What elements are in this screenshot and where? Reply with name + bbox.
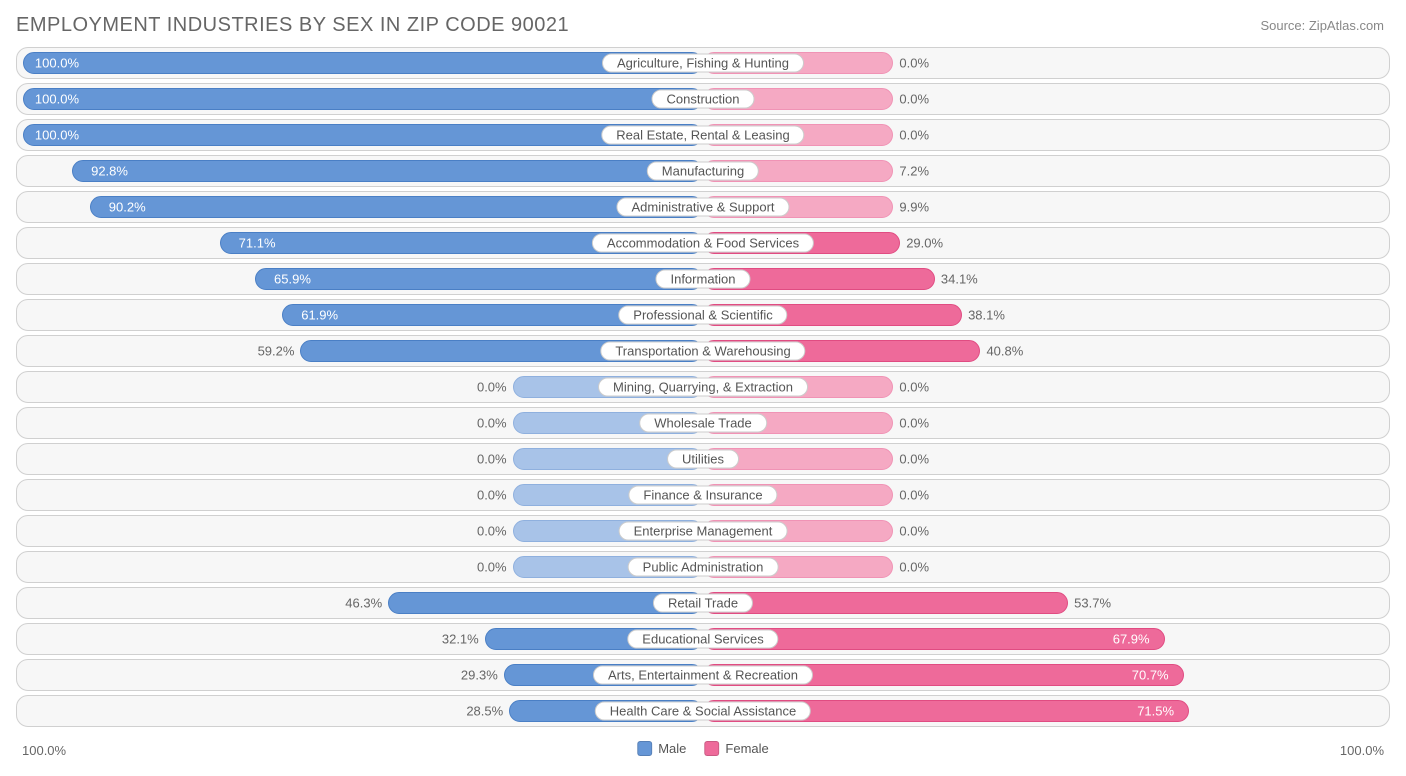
chart-row: 100.0% 0.0% Construction — [16, 83, 1390, 115]
legend-label-female: Female — [725, 741, 768, 756]
axis-label-left: 100.0% — [22, 743, 66, 758]
chart-row: 65.9% 34.1% Information — [16, 263, 1390, 295]
chart-body: 100.0% 0.0% Agriculture, Fishing & Hunting… — [16, 47, 1390, 737]
value-female: 53.7% — [1074, 596, 1111, 611]
value-female: 40.8% — [986, 344, 1023, 359]
value-female: 70.7% — [1132, 668, 1169, 683]
chart-row: 32.1% 67.9% Educational Services — [16, 623, 1390, 655]
value-female: 0.0% — [899, 128, 929, 143]
chart-row: 71.1% 29.0% Accommodation & Food Services — [16, 227, 1390, 259]
value-male: 100.0% — [35, 56, 79, 71]
value-male: 0.0% — [477, 452, 507, 467]
value-male: 61.9% — [301, 308, 338, 323]
row-label: Manufacturing — [647, 162, 759, 181]
chart-row: 0.0% 0.0% Finance & Insurance — [16, 479, 1390, 511]
chart-source: Source: ZipAtlas.com — [1260, 14, 1390, 33]
value-female: 0.0% — [899, 524, 929, 539]
row-label: Transportation & Warehousing — [600, 342, 805, 361]
bar-female — [703, 592, 1068, 614]
row-label: Public Administration — [628, 558, 779, 577]
legend-item-male: Male — [637, 741, 686, 756]
row-label: Professional & Scientific — [618, 306, 787, 325]
chart-row: 90.2% 9.9% Administrative & Support — [16, 191, 1390, 223]
chart-row: 92.8% 7.2% Manufacturing — [16, 155, 1390, 187]
legend-swatch-male — [637, 741, 652, 756]
legend-label-male: Male — [658, 741, 686, 756]
value-male: 29.3% — [461, 668, 498, 683]
chart-row: 46.3% 53.7% Retail Trade — [16, 587, 1390, 619]
row-label: Educational Services — [627, 630, 778, 649]
value-male: 59.2% — [258, 344, 295, 359]
value-male: 90.2% — [109, 200, 146, 215]
row-label: Finance & Insurance — [628, 486, 777, 505]
row-label: Utilities — [667, 450, 739, 469]
chart-row: 0.0% 0.0% Utilities — [16, 443, 1390, 475]
value-female: 38.1% — [968, 308, 1005, 323]
legend-swatch-female — [704, 741, 719, 756]
value-female: 7.2% — [899, 164, 929, 179]
row-label: Construction — [652, 90, 755, 109]
chart-row: 0.0% 0.0% Mining, Quarrying, & Extraction — [16, 371, 1390, 403]
chart-row: 0.0% 0.0% Public Administration — [16, 551, 1390, 583]
row-label: Information — [655, 270, 750, 289]
chart-row: 0.0% 0.0% Enterprise Management — [16, 515, 1390, 547]
bar-male — [72, 160, 703, 182]
chart-header: EMPLOYMENT INDUSTRIES BY SEX IN ZIP CODE… — [16, 14, 1390, 37]
value-male: 32.1% — [442, 632, 479, 647]
row-label: Arts, Entertainment & Recreation — [593, 666, 813, 685]
chart-row: 29.3% 70.7% Arts, Entertainment & Recreati… — [16, 659, 1390, 691]
value-female: 9.9% — [899, 200, 929, 215]
value-female: 67.9% — [1113, 632, 1150, 647]
value-female: 0.0% — [899, 56, 929, 71]
value-male: 28.5% — [466, 704, 503, 719]
chart-row: 100.0% 0.0% Agriculture, Fishing & Hunting — [16, 47, 1390, 79]
value-male: 46.3% — [345, 596, 382, 611]
chart-footer: 100.0% Male Female 100.0% — [16, 741, 1390, 769]
value-male: 100.0% — [35, 128, 79, 143]
chart-row: 100.0% 0.0% Real Estate, Rental & Leasing — [16, 119, 1390, 151]
value-male: 0.0% — [477, 488, 507, 503]
value-female: 29.0% — [906, 236, 943, 251]
row-label: Wholesale Trade — [639, 414, 767, 433]
row-label: Health Care & Social Assistance — [595, 702, 811, 721]
chart-row: 61.9% 38.1% Professional & Scientific — [16, 299, 1390, 331]
value-female: 71.5% — [1137, 704, 1174, 719]
value-male: 0.0% — [477, 416, 507, 431]
bar-male — [255, 268, 703, 290]
value-male: 100.0% — [35, 92, 79, 107]
value-female: 0.0% — [899, 416, 929, 431]
chart-row: 59.2% 40.8% Transportation & Warehousing — [16, 335, 1390, 367]
legend-item-female: Female — [704, 741, 768, 756]
chart-title: EMPLOYMENT INDUSTRIES BY SEX IN ZIP CODE… — [16, 14, 569, 37]
row-label: Agriculture, Fishing & Hunting — [602, 54, 804, 73]
bar-male — [23, 88, 703, 110]
row-label: Administrative & Support — [616, 198, 789, 217]
chart-row: 0.0% 0.0% Wholesale Trade — [16, 407, 1390, 439]
value-female: 0.0% — [899, 380, 929, 395]
value-male: 65.9% — [274, 272, 311, 287]
chart-legend: Male Female — [637, 741, 769, 756]
value-female: 0.0% — [899, 92, 929, 107]
value-female: 0.0% — [899, 488, 929, 503]
value-male: 0.0% — [477, 380, 507, 395]
bar-male — [90, 196, 703, 218]
row-label: Mining, Quarrying, & Extraction — [598, 378, 808, 397]
axis-label-right: 100.0% — [1340, 743, 1384, 758]
value-female: 0.0% — [899, 560, 929, 575]
row-label: Accommodation & Food Services — [592, 234, 814, 253]
row-label: Enterprise Management — [619, 522, 788, 541]
chart-row: 28.5% 71.5% Health Care & Social Assistanc… — [16, 695, 1390, 727]
value-female: 0.0% — [899, 452, 929, 467]
row-label: Real Estate, Rental & Leasing — [601, 126, 804, 145]
value-male: 92.8% — [91, 164, 128, 179]
row-label: Retail Trade — [653, 594, 753, 613]
value-female: 34.1% — [941, 272, 978, 287]
bar-male — [23, 52, 703, 74]
value-male: 71.1% — [239, 236, 276, 251]
value-male: 0.0% — [477, 524, 507, 539]
value-male: 0.0% — [477, 560, 507, 575]
